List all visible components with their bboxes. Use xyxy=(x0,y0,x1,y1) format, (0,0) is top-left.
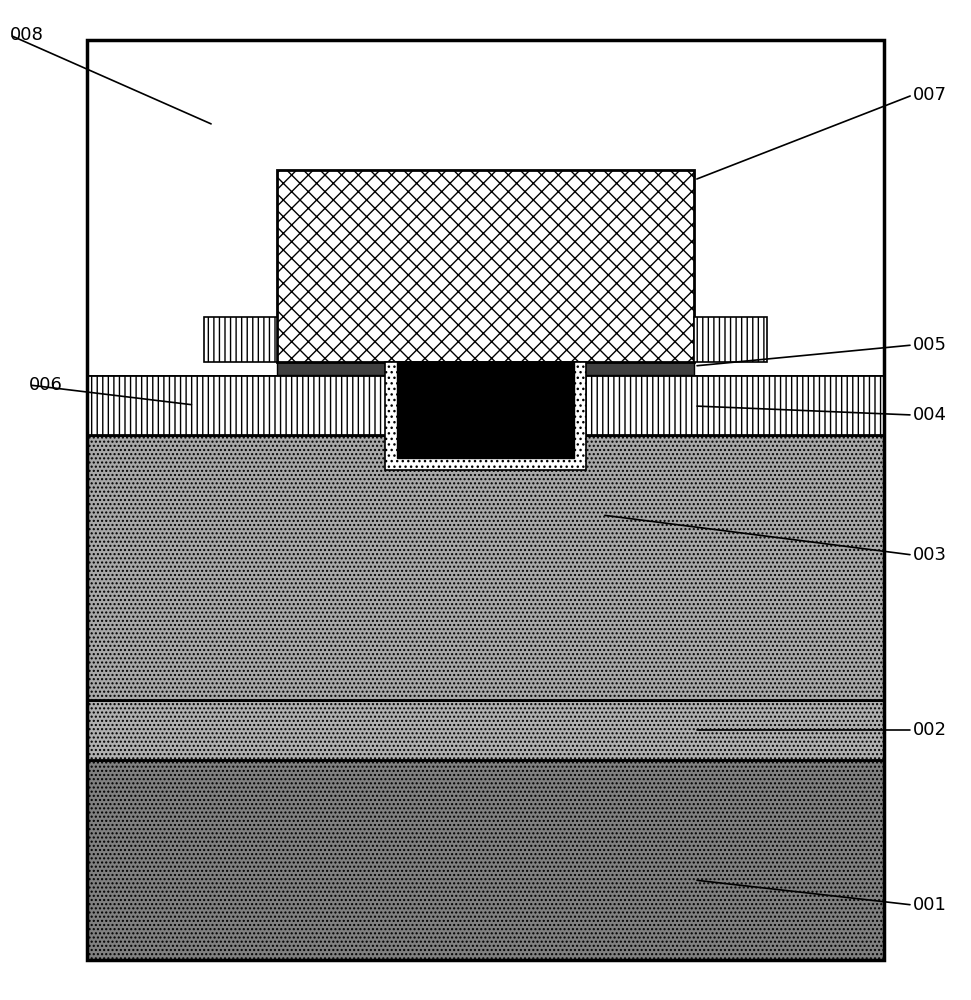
Text: 003: 003 xyxy=(913,546,947,564)
Bar xyxy=(694,317,767,362)
Bar xyxy=(87,435,884,700)
Text: 002: 002 xyxy=(913,721,947,739)
Bar xyxy=(87,375,884,435)
Text: 007: 007 xyxy=(913,86,947,104)
Bar xyxy=(277,362,694,375)
Bar xyxy=(397,362,574,458)
Text: 004: 004 xyxy=(913,406,947,424)
Bar xyxy=(204,317,277,362)
Text: 008: 008 xyxy=(10,26,44,44)
Text: 001: 001 xyxy=(913,896,947,914)
Bar xyxy=(277,170,694,362)
Bar xyxy=(87,700,884,760)
Text: 006: 006 xyxy=(29,376,63,394)
Text: 005: 005 xyxy=(913,336,947,354)
Bar xyxy=(87,40,884,960)
Bar xyxy=(87,40,884,375)
Bar xyxy=(385,362,586,470)
Bar xyxy=(87,760,884,960)
